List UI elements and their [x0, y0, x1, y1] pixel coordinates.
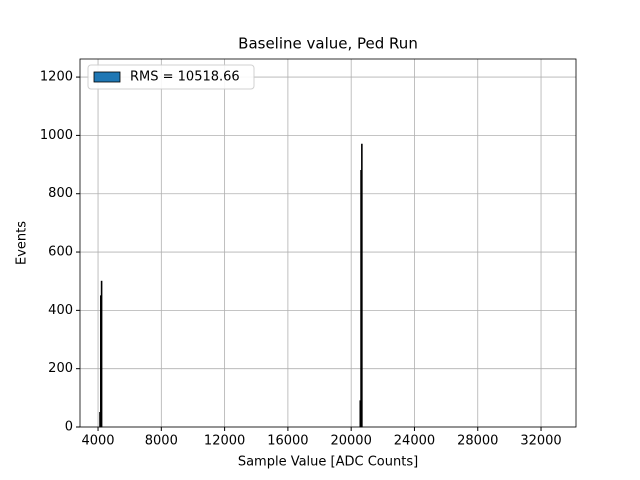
y-axis-label: Events: [15, 221, 30, 265]
x-tick-label: 20000: [330, 434, 371, 449]
x-tick-label: 16000: [267, 434, 308, 449]
x-tick-label: 32000: [520, 434, 561, 449]
y-tick-label: 0: [65, 420, 73, 435]
legend-label: RMS = 10518.66: [130, 70, 240, 85]
y-tick-label: 400: [48, 303, 73, 318]
y-tick-label: 200: [48, 361, 73, 376]
y-tick-label: 800: [48, 186, 73, 201]
legend-swatch: [93, 71, 121, 83]
chart-title: Baseline value, Ped Run: [238, 35, 418, 53]
y-tick-label: 1200: [40, 70, 73, 85]
x-tick-label: 12000: [204, 434, 245, 449]
y-tick-label: 1000: [40, 128, 73, 143]
plot-frame: [79, 58, 577, 428]
x-tick-label: 4000: [81, 434, 114, 449]
histogram-bar: [361, 143, 363, 428]
y-tick-label: 600: [48, 245, 73, 260]
x-tick-label: 24000: [394, 434, 435, 449]
x-axis-label: Sample Value [ADC Counts]: [238, 455, 418, 470]
histogram-bar: [100, 280, 103, 428]
x-tick-label: 28000: [457, 434, 498, 449]
legend-box: [87, 64, 255, 90]
x-tick-label: 8000: [145, 434, 178, 449]
